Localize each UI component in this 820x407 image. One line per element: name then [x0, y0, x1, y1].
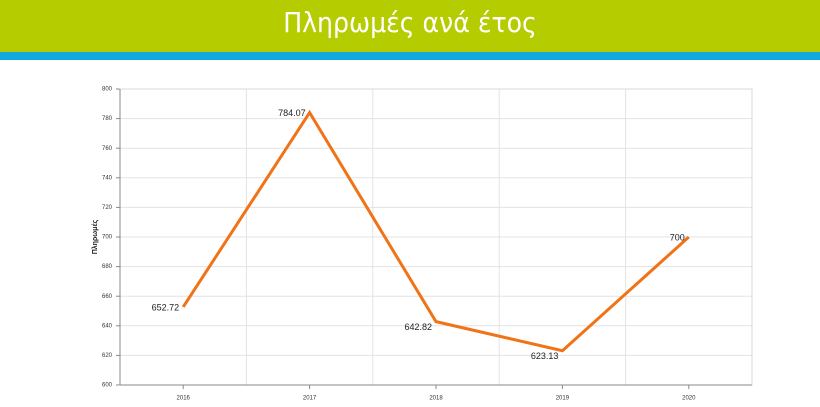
x-tick-label: 2016 [177, 396, 191, 402]
data-label: 700 [670, 232, 685, 242]
data-line [181, 109, 690, 353]
y-tick-label: 620 [102, 353, 113, 359]
y-tick-label: 780 [102, 116, 113, 122]
header-stripe [0, 52, 820, 60]
x-tick-label: 2018 [429, 396, 443, 402]
y-tick-label: 640 [102, 323, 113, 329]
data-label: 784.07 [278, 108, 306, 118]
data-label: 642.82 [404, 322, 432, 332]
chart-title: Πληρωμές ανά έτος [283, 6, 537, 39]
y-tick-label: 660 [102, 294, 113, 300]
x-tick-label: 2019 [556, 396, 570, 402]
y-tick-label: 680 [102, 264, 113, 270]
y-tick-label: 720 [102, 205, 113, 211]
x-tick-label: 2017 [303, 396, 317, 402]
header-banner [0, 0, 820, 52]
data-label: 652.72 [152, 302, 180, 312]
y-axis-label: Πληρωμές [91, 219, 99, 254]
x-tick-label: 2020 [682, 396, 696, 402]
y-tick-label: 800 [102, 87, 113, 93]
y-tick-label: 760 [102, 146, 113, 152]
y-tick-label: 700 [102, 235, 113, 241]
y-tick-label: 740 [102, 175, 113, 181]
data-label: 623.13 [531, 351, 559, 361]
y-tick-label: 600 [102, 383, 113, 389]
